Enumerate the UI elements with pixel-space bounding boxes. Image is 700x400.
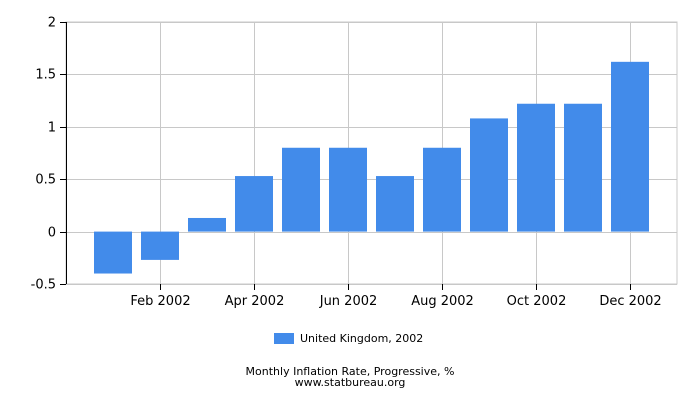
bar — [94, 231, 132, 274]
source-link[interactable]: www.statbureau.org — [294, 376, 406, 389]
x-tick-label: Oct 2002 — [507, 294, 567, 309]
tick-labels: 2 1.5 1 0.5 0 -0.5 Feb 2002 Apr 2002 Jun 2002 Aug… — [31, 16, 662, 310]
bar — [329, 147, 367, 232]
y-tick-label: 1.5 — [35, 68, 56, 83]
y-tick-label: 0 — [48, 226, 56, 241]
bar — [376, 176, 414, 232]
axes — [60, 22, 631, 290]
bar — [517, 103, 555, 232]
x-tick-label: Feb 2002 — [130, 294, 190, 309]
bar — [141, 231, 179, 260]
x-tick-label: Apr 2002 — [225, 294, 285, 309]
bar — [470, 118, 508, 232]
bar — [188, 217, 226, 232]
y-tick-label: 2 — [48, 16, 56, 31]
bar — [235, 176, 273, 232]
y-tick-label: 0.5 — [35, 173, 56, 188]
bar — [423, 147, 461, 232]
bar — [611, 61, 649, 232]
y-tick-label: 1 — [48, 121, 56, 136]
x-tick-label: Aug 2002 — [411, 294, 474, 309]
bar — [564, 103, 602, 232]
x-tick-label: Dec 2002 — [599, 294, 661, 309]
legend-label: United Kingdom, 2002 — [300, 332, 424, 345]
legend: United Kingdom, 2002 — [274, 332, 423, 345]
chart-caption: Monthly Inflation Rate, Progressive, % — [245, 365, 455, 378]
x-tick-label: Jun 2002 — [319, 294, 378, 309]
bar-series — [94, 61, 649, 274]
y-tick-label: -0.5 — [31, 278, 56, 293]
bar — [282, 147, 320, 232]
legend-swatch — [274, 333, 294, 344]
